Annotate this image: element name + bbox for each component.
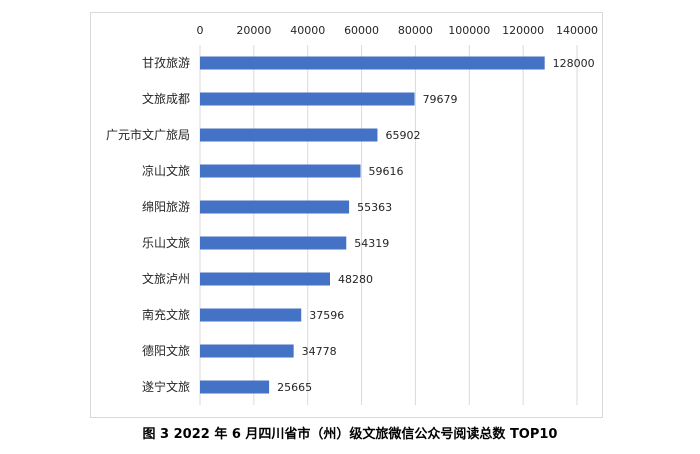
bar: [200, 56, 545, 70]
data-label: 54319: [354, 237, 389, 250]
chart-frame: [90, 12, 603, 418]
category-label: 文旅成都: [142, 91, 190, 106]
x-tick-label: 20000: [236, 24, 271, 37]
bar: [200, 380, 270, 394]
data-label: 55363: [357, 201, 392, 214]
category-label: 甘孜旅游: [142, 56, 190, 70]
bar: [200, 164, 361, 178]
data-label: 128000: [553, 57, 595, 70]
x-tick-label: 120000: [502, 24, 544, 37]
category-label: 凉山文旅: [142, 163, 190, 178]
figure-caption: 图 3 2022 年 6 月四川省市（州）级文旅微信公众号阅读总数 TOP10: [142, 427, 558, 442]
data-label: 59616: [369, 165, 404, 178]
bar: [200, 200, 350, 214]
category-label: 广元市文广旅局: [106, 127, 190, 142]
x-tick-label: 0: [197, 24, 204, 37]
x-tick-label: 40000: [290, 24, 325, 37]
category-label: 乐山文旅: [142, 235, 190, 250]
category-label: 文旅泸州: [142, 271, 190, 286]
bar: [200, 344, 294, 358]
data-label: 37596: [309, 309, 344, 322]
data-label: 48280: [338, 273, 373, 286]
bar: [200, 272, 331, 286]
data-label: 34778: [302, 345, 337, 358]
bar-chart: 0 20000 40000 60000 80000 100000 120000 140000 …: [106, 24, 599, 405]
data-labels: 128000 79679 65902 59616 55363 54319 48280 3759…: [277, 57, 595, 394]
category-label: 南充文旅: [142, 307, 190, 322]
x-axis-ticks: 0 20000 40000 60000 80000 100000 120000 140000: [197, 24, 599, 37]
x-tick-label: 80000: [398, 24, 433, 37]
category-labels: 甘孜旅游文旅成都广元市文广旅局凉山文旅绵阳旅游乐山文旅文旅泸州南充文旅德阳文旅遂…: [106, 56, 190, 394]
bars: [200, 56, 545, 394]
category-label: 遂宁文旅: [142, 379, 190, 394]
x-tick-label: 60000: [344, 24, 379, 37]
category-label: 德阳文旅: [142, 343, 190, 358]
bar: [200, 92, 415, 106]
category-label: 绵阳旅游: [142, 200, 190, 214]
x-tick-label: 140000: [556, 24, 598, 37]
data-label: 79679: [423, 93, 458, 106]
bar: [200, 128, 378, 142]
x-tick-label: 100000: [448, 24, 490, 37]
bar: [200, 236, 347, 250]
data-label: 65902: [385, 129, 420, 142]
bar: [200, 308, 302, 322]
data-label: 25665: [277, 381, 312, 394]
